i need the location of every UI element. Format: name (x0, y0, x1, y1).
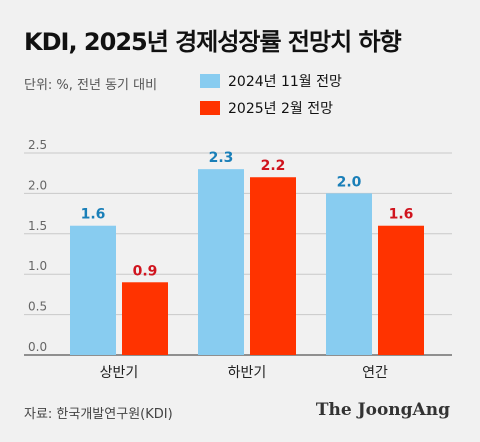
bar-1-1 (70, 225, 116, 355)
y-tick-label: 2.5 (28, 138, 47, 152)
legend-swatch-series-1 (200, 74, 220, 88)
brand-logo: The JoongAng (315, 400, 450, 420)
unit-label: 단위: %, 전년 동기 대비 (24, 78, 158, 93)
y-tick-label: 2.0 (28, 178, 47, 192)
legend-item-series-1: 2024년 11월 전망 (200, 72, 342, 90)
bar-2-2 (250, 177, 296, 355)
legend-label-series-2: 2025년 2월 전망 (228, 101, 333, 117)
page-title: KDI, 2025년 경제성장률 전망치 하향 (24, 28, 402, 56)
x-category-label: 상반기 (100, 365, 139, 381)
y-tick-label: 0.5 (28, 300, 47, 314)
y-tick-label: 0.0 (28, 340, 47, 354)
legend-swatch-series-2 (200, 101, 220, 115)
legend-item-series-2: 2025년 2월 전망 (200, 99, 342, 117)
y-tick-label: 1.5 (28, 219, 47, 233)
bar-1-2 (198, 169, 244, 355)
bar-2-3 (378, 225, 424, 355)
bar-1-3 (326, 193, 372, 355)
data-label: 2.0 (337, 174, 362, 190)
chart-legend: 2024년 11월 전망 2025년 2월 전망 (200, 72, 342, 126)
bar-2-1 (122, 282, 168, 355)
data-label: 2.3 (209, 150, 234, 166)
data-label: 0.9 (133, 263, 158, 279)
y-tick-label: 1.0 (28, 259, 47, 273)
data-label: 1.6 (389, 207, 414, 223)
x-category-label: 하반기 (228, 365, 267, 381)
source-note: 자료: 한국개발연구원(KDI) (24, 407, 173, 422)
x-category-label: 연간 (362, 365, 388, 381)
data-label: 1.6 (81, 207, 106, 223)
legend-label-series-1: 2024년 11월 전망 (228, 74, 342, 90)
data-label: 2.2 (261, 158, 286, 174)
